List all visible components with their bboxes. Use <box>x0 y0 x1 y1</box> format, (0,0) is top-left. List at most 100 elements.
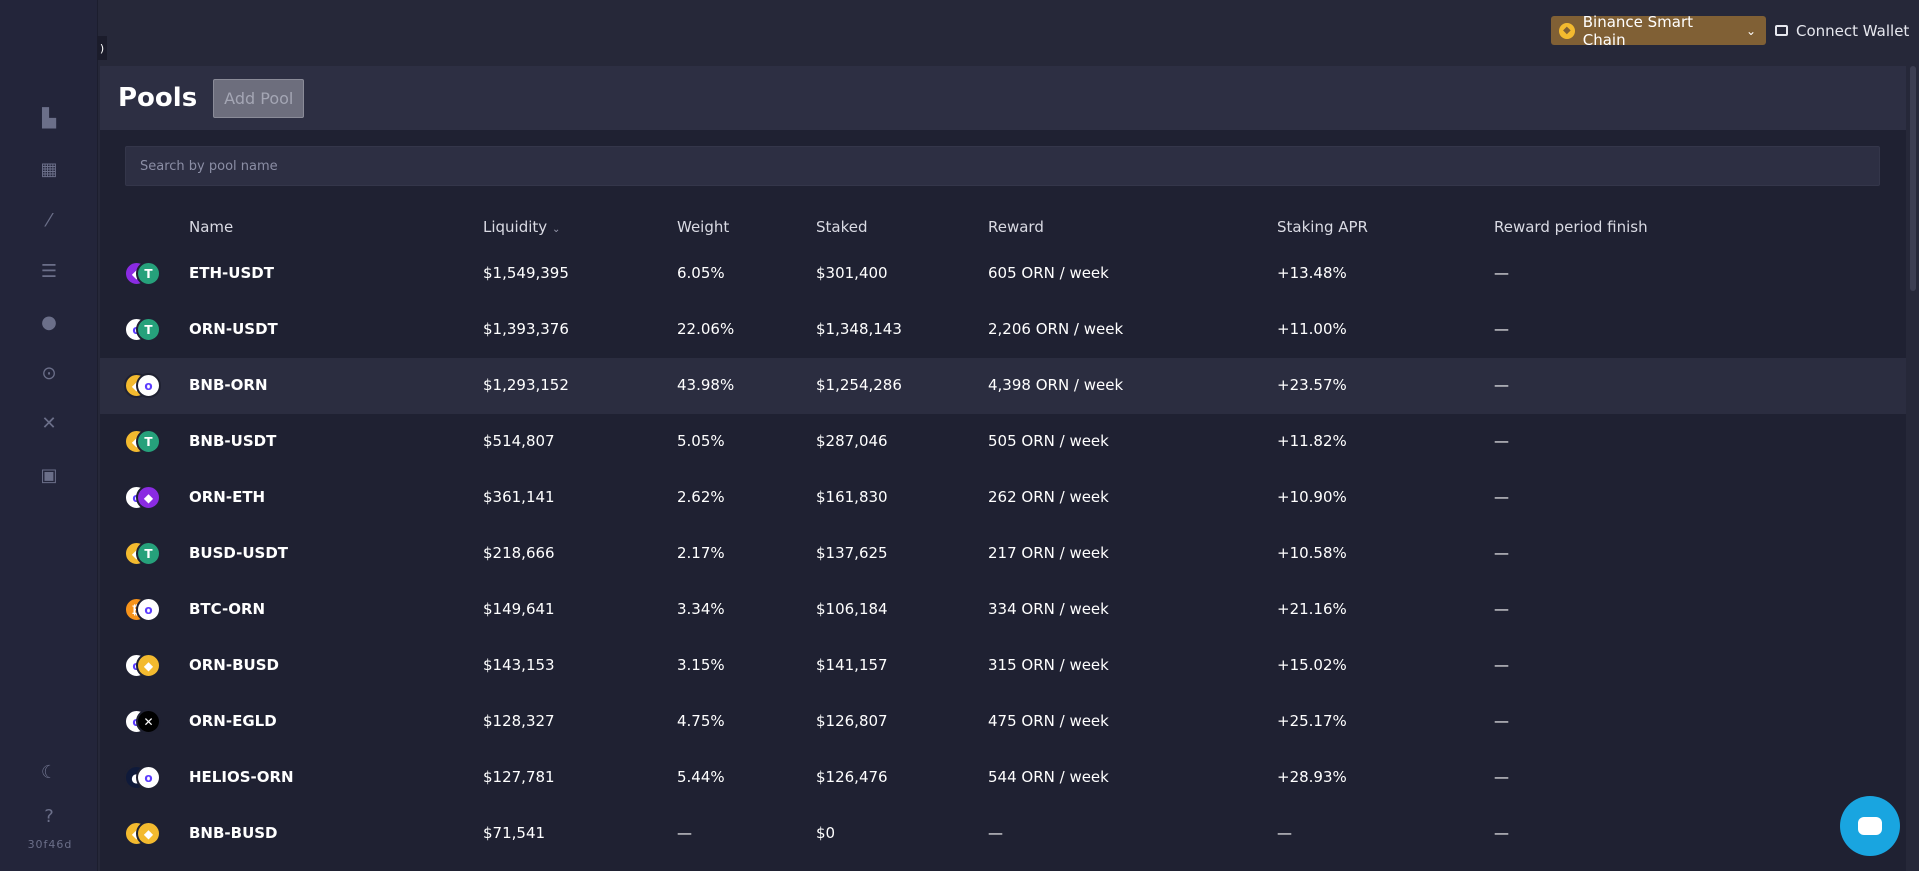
table-row[interactable]: ₿o BTC-ORN $149,641 3.34% $106,184 334 ORN / … <box>100 582 1906 638</box>
apr-value: +15.02% <box>1277 656 1347 674</box>
connect-wallet-button[interactable]: Connect Wallet <box>1775 16 1909 45</box>
token-b-icon: o <box>136 373 161 398</box>
finish-value: — <box>1494 488 1509 506</box>
close-icon[interactable]: ✕ <box>41 412 57 434</box>
chain-label: Binance Smart Chain <box>1582 12 1694 49</box>
weight-value: 3.15% <box>677 656 725 674</box>
apr-value: +11.00% <box>1277 320 1347 338</box>
header-weight[interactable]: Weight <box>677 218 730 236</box>
token-b-icon: ◆ <box>136 485 161 510</box>
apr-value: +10.90% <box>1277 488 1347 506</box>
help-icon[interactable]: ? <box>44 805 54 827</box>
weight-value: 2.17% <box>677 544 725 562</box>
table-row[interactable]: o◆ ORN-BUSD $143,153 3.15% $141,157 315 ORN /… <box>100 638 1906 694</box>
reward-value: 505 ORN / week <box>988 432 1109 450</box>
weight-value: 2.62% <box>677 488 725 506</box>
staked-value: $287,046 <box>816 432 888 450</box>
apr-value: +11.82% <box>1277 432 1347 450</box>
table-row[interactable]: ◆T ETH-USDT $1,549,395 6.05% $301,400 605 ORN… <box>100 246 1906 302</box>
apr-value: +25.17% <box>1277 712 1347 730</box>
weight-value: 43.98% <box>677 376 735 394</box>
chevron-down-icon: ⌄ <box>1745 23 1756 38</box>
staked-value: $126,807 <box>816 712 888 730</box>
dashboard-icon[interactable]: ▦ <box>40 158 58 180</box>
staked-value: $141,157 <box>816 656 888 674</box>
liquidity-value: $514,807 <box>483 432 555 450</box>
liquidity-value: $71,541 <box>483 824 546 842</box>
header-name[interactable]: Name <box>189 218 234 236</box>
liquidity-value: $127,781 <box>483 768 555 786</box>
pair-icons: ◆◆ <box>124 821 164 847</box>
weight-value: 4.75% <box>677 712 725 730</box>
orders-icon[interactable]: ☰ <box>40 260 58 282</box>
chat-icon <box>1858 817 1882 835</box>
sidebar-collapse-toggle[interactable]: ) <box>97 36 107 60</box>
apr-value: +13.48% <box>1277 264 1347 282</box>
table-row[interactable]: o✕ ORN-EGLD $128,327 4.75% $126,807 475 ORN /… <box>100 694 1906 750</box>
table-row[interactable]: ●o HELIOS-ORN $127,781 5.44% $126,476 544 ORN… <box>100 750 1906 806</box>
header-apr[interactable]: Staking APR <box>1277 218 1368 236</box>
table-row[interactable]: ◆o BNB-ORN $1,293,152 43.98% $1,254,286 4,398… <box>100 358 1906 414</box>
version-label: 30f46d <box>27 838 73 851</box>
header-finish[interactable]: Reward period finish <box>1494 218 1648 236</box>
liquidity-value: $1,393,376 <box>483 320 569 338</box>
search-input[interactable]: Search by pool name <box>125 146 1880 186</box>
wallet-icon[interactable]: ▣ <box>40 464 58 486</box>
pools-header: Pools Add Pool <box>100 66 1906 130</box>
table-row[interactable]: ◆◆ BNB-BUSD $71,541 — $0 — — — <box>100 806 1906 862</box>
pair-name: ORN-EGLD <box>189 712 277 730</box>
add-pool-button[interactable]: Add Pool <box>213 78 305 118</box>
finish-value: — <box>1494 376 1509 394</box>
pair-icons: ₿o <box>124 597 164 623</box>
staked-value: $301,400 <box>816 264 888 282</box>
trade-icon[interactable]: ▙ <box>42 107 56 129</box>
chat-button[interactable] <box>1840 796 1900 856</box>
table-row[interactable]: ◆T BUSD-USDT $218,666 2.17% $137,625 217 ORN … <box>100 526 1906 582</box>
weight-value: 6.05% <box>677 264 725 282</box>
pools-icon[interactable]: ● <box>41 311 57 333</box>
token-b-icon: T <box>136 317 161 342</box>
finish-value: — <box>1494 824 1509 842</box>
token-b-icon: o <box>136 597 161 622</box>
finish-value: — <box>1494 768 1509 786</box>
pair-name: BTC-ORN <box>189 600 266 618</box>
pair-name: BNB-USDT <box>189 432 277 450</box>
liquidity-value: $128,327 <box>483 712 555 730</box>
weight-value: 3.34% <box>677 600 725 618</box>
pair-icons: oT <box>124 317 164 343</box>
scrollbar[interactable] <box>1910 66 1916 291</box>
header-liquidity[interactable]: Liquidity ⌄ <box>483 218 560 236</box>
sort-chevron-icon: ⌄ <box>551 224 561 235</box>
table-row[interactable]: oT ORN-USDT $1,393,376 22.06% $1,348,143 2,20… <box>100 302 1906 358</box>
chain-selector[interactable]: ◆ Binance Smart Chain ⌄ <box>1551 13 1766 49</box>
pair-name: BUSD-USDT <box>189 544 289 562</box>
pair-icons: ◆T <box>124 541 164 567</box>
liquidity-value: $1,293,152 <box>483 376 569 394</box>
pair-name: ETH-USDT <box>189 264 274 282</box>
moon-icon[interactable]: ☾ <box>40 761 58 783</box>
token-b-icon: o <box>136 765 161 790</box>
header-reward[interactable]: Reward <box>988 218 1044 236</box>
header-staked[interactable]: Staked <box>816 218 868 236</box>
table-row[interactable]: ◆T BNB-USDT $514,807 5.05% $287,046 505 ORN /… <box>100 414 1906 470</box>
finish-value: — <box>1494 544 1509 562</box>
reward-value: 2,206 ORN / week <box>988 320 1124 338</box>
pair-icons: ◆T <box>124 261 164 287</box>
staked-value: $161,830 <box>816 488 888 506</box>
token-b-icon: ✕ <box>136 709 161 734</box>
staking-icon[interactable]: ⊙ <box>41 362 57 384</box>
finish-value: — <box>1494 600 1509 618</box>
connect-wallet-label: Connect Wallet <box>1796 21 1910 40</box>
liquidity-value: $149,641 <box>483 600 555 618</box>
pair-icons: ●o <box>124 765 164 791</box>
page-title: Pools <box>118 83 198 113</box>
table-row[interactable]: o◆ ORN-ETH $361,141 2.62% $161,830 262 ORN / … <box>100 470 1906 526</box>
apr-value: +28.93% <box>1277 768 1347 786</box>
pair-icons: o✕ <box>124 709 164 735</box>
staked-value: $1,348,143 <box>816 320 902 338</box>
swap-icon[interactable]: ⁄ <box>47 209 51 231</box>
pair-name: ORN-ETH <box>189 488 266 506</box>
liquidity-value: $361,141 <box>483 488 555 506</box>
pair-icons: ◆o <box>124 373 164 399</box>
